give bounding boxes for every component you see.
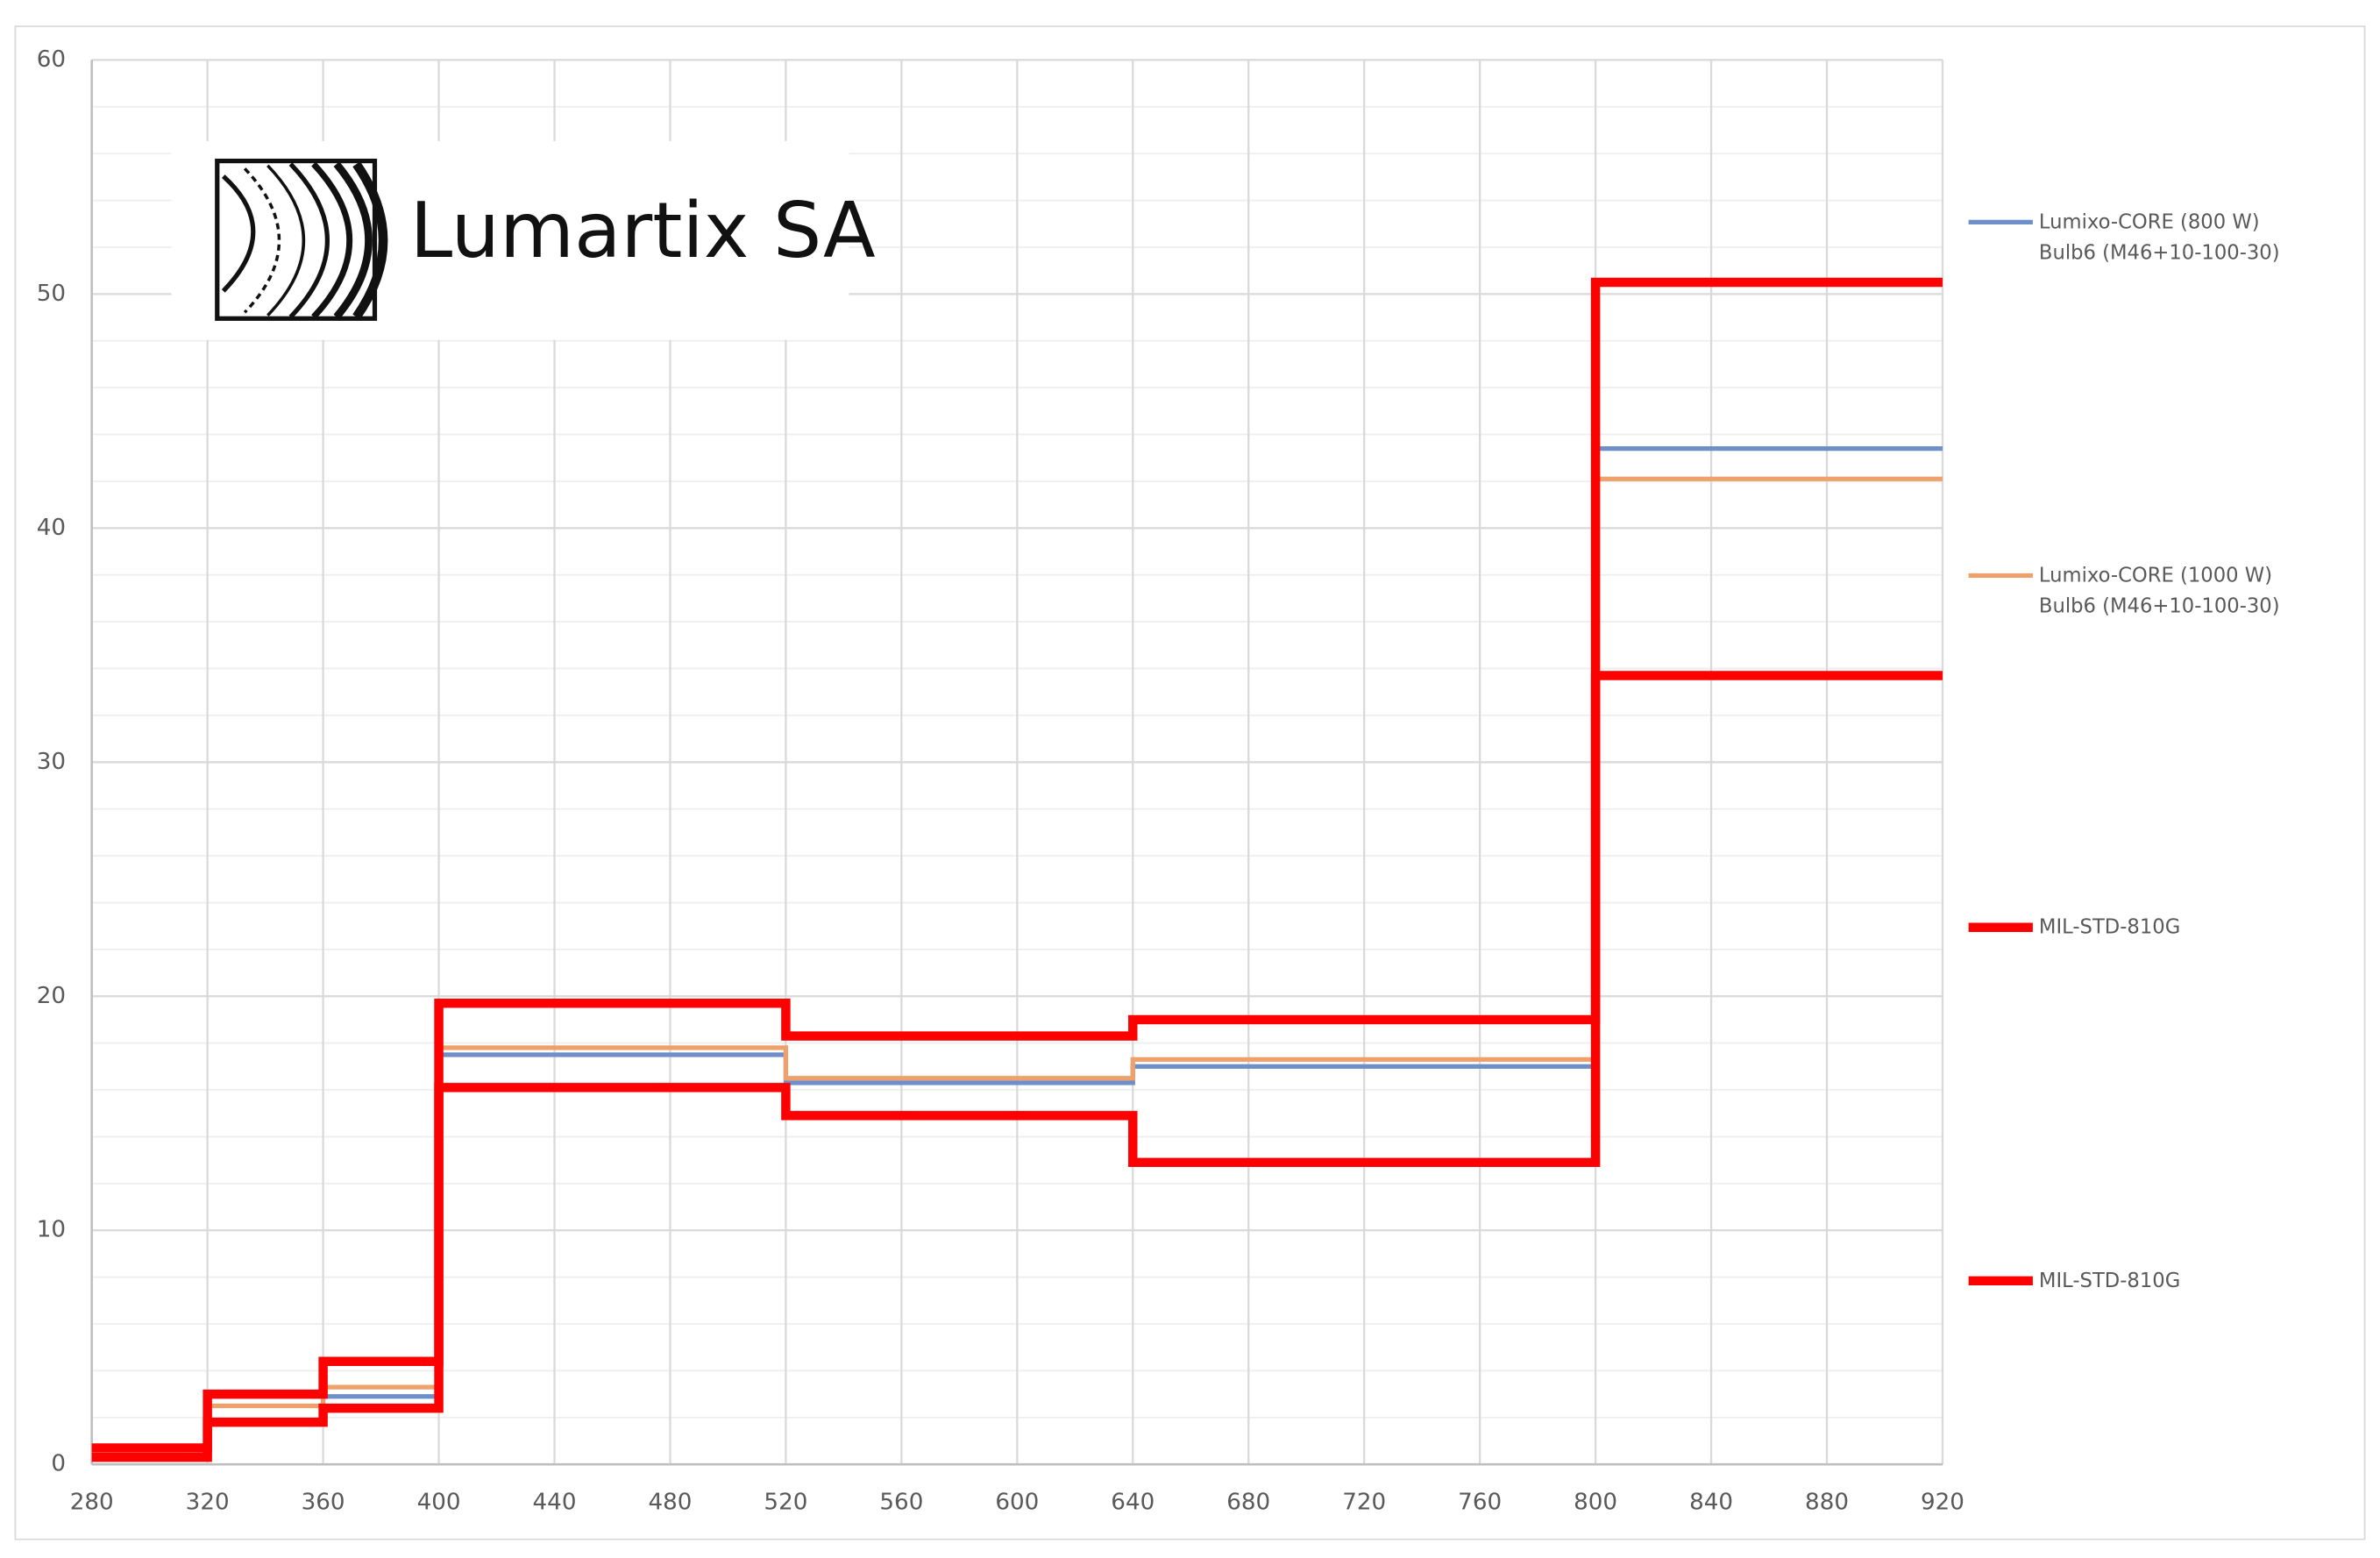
logo-icon	[215, 158, 388, 321]
legend-label: Lumixo-CORE (800 W) Bulb6 (M46+10-100-30)	[2039, 210, 2280, 264]
x-tick-label: 480	[648, 1489, 692, 1515]
legend-label: MIL-STD-810G	[2039, 1269, 2180, 1291]
x-tick-label: 920	[1921, 1489, 1964, 1515]
logo-box	[171, 140, 849, 340]
step-line	[91, 671, 1943, 1462]
x-tick-label: 400	[417, 1489, 461, 1515]
y-tick-label: 10	[37, 1217, 66, 1243]
logo: Lumartix SA	[171, 140, 876, 340]
y-tick-label: 30	[37, 749, 66, 775]
x-tick-label: 560	[879, 1489, 923, 1515]
x-tick-label: 840	[1689, 1489, 1733, 1515]
x-tick-label: 720	[1342, 1489, 1386, 1515]
x-tick-label: 760	[1458, 1489, 1502, 1515]
x-tick-label: 640	[1111, 1489, 1154, 1515]
y-tick-label: 40	[37, 515, 66, 541]
legend-label: MIL-STD-810G	[2039, 915, 2180, 938]
x-tick-label: 280	[70, 1489, 114, 1515]
y-tick-label: 60	[37, 46, 66, 73]
x-tick-label: 600	[995, 1489, 1039, 1515]
logo-text: Lumartix SA	[410, 186, 876, 275]
step-line	[91, 277, 1943, 1453]
legend-label: Lumixo-CORE (1000 W) Bulb6 (M46+10-100-30…	[2039, 564, 2280, 617]
y-tick-label: 50	[37, 281, 66, 307]
x-tick-label: 440	[533, 1489, 577, 1515]
x-tick-label: 800	[1574, 1489, 1617, 1515]
y-tick-label: 0	[51, 1451, 66, 1477]
x-tick-label: 360	[302, 1489, 345, 1515]
x-tick-label: 320	[186, 1489, 230, 1515]
x-tick-label: 520	[764, 1489, 807, 1515]
x-tick-label: 880	[1805, 1489, 1849, 1515]
x-tick-label: 680	[1226, 1489, 1270, 1515]
y-tick-label: 20	[37, 983, 66, 1009]
